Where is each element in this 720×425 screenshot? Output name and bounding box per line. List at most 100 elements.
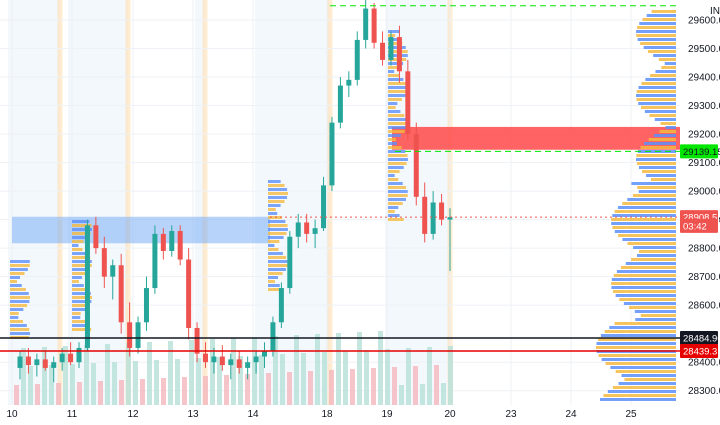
profile-bar: [636, 154, 676, 157]
session-profile-bar: [72, 268, 90, 271]
candle-body[interactable]: [270, 322, 276, 351]
candle-body[interactable]: [295, 222, 301, 237]
profile-bar: [625, 262, 676, 265]
session-profile-bar: [10, 300, 30, 303]
profile-bar: [636, 34, 676, 37]
candle-body[interactable]: [25, 356, 31, 366]
candle-body[interactable]: [312, 228, 318, 234]
session-profile-bar: [268, 252, 283, 255]
candle-body[interactable]: [42, 359, 48, 368]
session-profile-bar: [388, 122, 408, 125]
candle-body[interactable]: [321, 185, 327, 229]
candle-body[interactable]: [363, 8, 369, 40]
profile-bar: [635, 318, 676, 321]
y-tick-label: 29400.00: [688, 73, 720, 84]
volume-bar: [154, 360, 159, 405]
candle-body[interactable]: [253, 356, 259, 363]
candle-body[interactable]: [110, 265, 116, 277]
candle-body[interactable]: [380, 42, 386, 60]
candle-body[interactable]: [354, 39, 360, 80]
candle-body[interactable]: [34, 359, 40, 366]
profile-bar: [616, 270, 676, 273]
candle-body[interactable]: [245, 362, 251, 368]
candle-body[interactable]: [405, 71, 411, 135]
candle-body[interactable]: [371, 8, 377, 43]
volume-bar: [448, 346, 453, 405]
candle-body[interactable]: [59, 353, 65, 363]
profile-bar: [599, 398, 676, 401]
profile-bar: [646, 14, 676, 17]
candle-body[interactable]: [194, 327, 200, 354]
candle-body[interactable]: [84, 225, 90, 348]
profile-bar: [651, 10, 676, 13]
candle-body[interactable]: [51, 362, 57, 368]
volume-bar: [91, 363, 96, 405]
session-profile-bar: [388, 194, 408, 197]
candle-body[interactable]: [93, 225, 99, 249]
candle-body[interactable]: [236, 359, 242, 368]
session-profile-bar: [388, 146, 402, 149]
candle-body[interactable]: [388, 37, 394, 60]
candle-body[interactable]: [228, 359, 234, 366]
profile-bar: [640, 146, 676, 149]
candle-body[interactable]: [160, 233, 166, 251]
volume-bar: [399, 385, 404, 405]
candle-body[interactable]: [262, 350, 268, 357]
profile-bar: [637, 186, 676, 189]
session-profile-bar: [388, 170, 400, 173]
zone-supply: [392, 126, 680, 150]
candle-body[interactable]: [422, 196, 428, 234]
profile-bar: [614, 230, 676, 233]
profile-bar: [598, 338, 676, 341]
session-profile-bar: [72, 292, 91, 295]
candle-body[interactable]: [101, 248, 107, 277]
candle-body[interactable]: [447, 217, 453, 220]
candle-body[interactable]: [143, 288, 149, 323]
candle-body[interactable]: [337, 85, 343, 123]
volume-bar: [70, 364, 75, 405]
session-profile-bar: [72, 324, 89, 327]
volume-bar: [56, 383, 61, 405]
session-profile-bar: [388, 134, 401, 137]
session-profile-bar: [388, 166, 404, 169]
candle-body[interactable]: [287, 236, 293, 289]
profile-bar: [654, 118, 676, 121]
volume-bar: [35, 384, 40, 405]
candle-body[interactable]: [186, 259, 192, 328]
profile-bar: [614, 210, 676, 213]
profile-bar: [637, 26, 676, 29]
candle-body[interactable]: [177, 231, 183, 260]
candle-body[interactable]: [413, 134, 419, 197]
price-badge: [680, 343, 718, 358]
candle-body[interactable]: [76, 347, 82, 363]
profile-bar: [639, 250, 676, 253]
candle-body[interactable]: [439, 202, 445, 220]
session-profile-bar: [388, 138, 397, 141]
session-profile-bar: [388, 102, 398, 105]
candle-body[interactable]: [430, 202, 436, 234]
candle-body[interactable]: [304, 222, 310, 234]
candle-body[interactable]: [278, 288, 284, 323]
price-badge-label: 03:42: [683, 221, 707, 232]
candle-body[interactable]: [127, 322, 133, 348]
candle-body[interactable]: [118, 265, 124, 323]
candle-body[interactable]: [202, 353, 208, 363]
candle-body[interactable]: [169, 231, 175, 251]
background-layer: [8, 0, 453, 405]
session-profile-bar: [268, 240, 280, 243]
candle-body[interactable]: [211, 356, 217, 363]
candle-body[interactable]: [17, 356, 23, 368]
candle-body[interactable]: [396, 37, 402, 72]
candle-body[interactable]: [68, 353, 74, 363]
session-profile-bar: [72, 320, 86, 323]
profile-bar: [607, 390, 676, 393]
session-profile-bar: [72, 236, 88, 239]
candle-body[interactable]: [346, 79, 352, 86]
candle-body[interactable]: [135, 322, 141, 348]
candle-body[interactable]: [219, 356, 225, 366]
session-profile-bar: [10, 276, 21, 279]
candle-body[interactable]: [152, 233, 158, 289]
volume-bar: [196, 358, 201, 405]
candle-body[interactable]: [329, 122, 335, 186]
